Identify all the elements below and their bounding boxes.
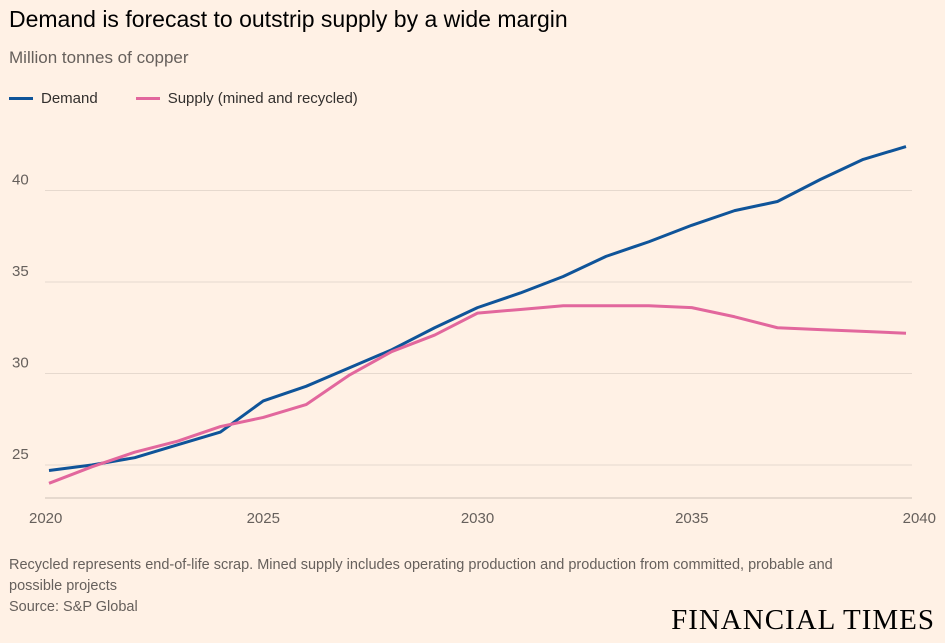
x-tick-label: 2025 <box>247 510 280 527</box>
y-tick-label: 30 <box>12 355 29 372</box>
legend-label-demand: Demand <box>41 90 98 107</box>
x-tick-label: 2040 <box>903 510 936 527</box>
legend-item-supply: Supply (mined and recycled) <box>135 90 358 107</box>
y-tick-label: 35 <box>12 263 29 280</box>
x-tick-label: 2030 <box>461 510 494 527</box>
series-line-supply <box>48 304 907 485</box>
footnote: Recycled represents end-of-life scrap. M… <box>9 557 833 594</box>
footnote-block: Recycled represents end-of-life scrap. M… <box>9 555 859 618</box>
ft-logo: FINANCIAL TIMES <box>671 604 935 636</box>
x-tick-label: 2020 <box>29 510 62 527</box>
legend-label-supply: Supply (mined and recycled) <box>167 90 358 107</box>
legend: Demand Supply (mined and recycled) <box>9 90 358 107</box>
legend-swatch-demand <box>9 97 33 100</box>
y-tick-label: 40 <box>12 172 29 189</box>
chart-subtitle: Million tonnes of copper <box>9 48 189 67</box>
series-line-demand <box>48 145 907 472</box>
legend-item-demand: Demand <box>9 90 98 107</box>
chart-title: Demand is forecast to outstrip supply by… <box>9 6 568 32</box>
legend-swatch-supply <box>135 97 160 100</box>
source: Source: S&P Global <box>9 599 138 615</box>
y-tick-label: 25 <box>12 446 29 463</box>
x-tick-label: 2035 <box>675 510 708 527</box>
